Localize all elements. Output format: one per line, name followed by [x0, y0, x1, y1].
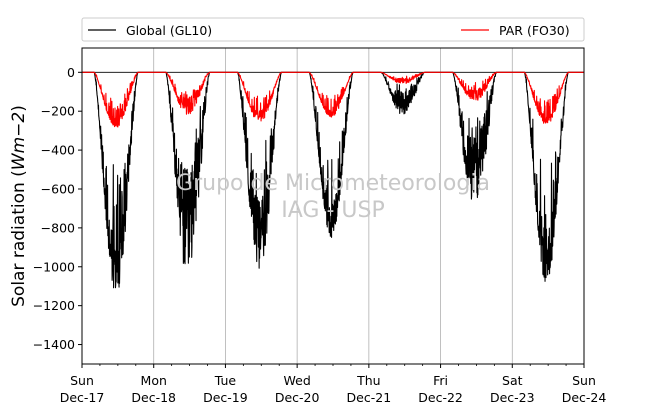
watermark-line-1: Grupo de Micrometeorologia — [176, 171, 490, 196]
y-tick-label-5: −1000 — [33, 259, 75, 274]
legend-frame — [81, 17, 585, 42]
watermark-line-2: IAG - USP — [281, 198, 384, 223]
x-tick-label-5: Fri Dec-22 — [418, 373, 463, 405]
y-tick-label-0: 0 — [67, 65, 75, 80]
grid — [153, 48, 513, 364]
x-tick-label-7: Sun Dec-24 — [562, 373, 607, 405]
y-tick-label-1: −200 — [41, 104, 75, 119]
series-line-par — [81, 71, 585, 128]
legend-label-global: Global (GL10) — [126, 23, 212, 38]
y-tick-label-2: −400 — [41, 143, 75, 158]
legend-label-par: PAR (FO30) — [499, 23, 570, 38]
x-tick-label-2: Tue Dec-19 — [203, 373, 248, 405]
x-tick-label-3: Wed Dec-20 — [275, 373, 320, 405]
series-layer — [81, 71, 585, 289]
x-axis: Sun Dec-17 Mon Dec-18 Tue Dec-19 Wed Dec-20 Thu D… — [60, 364, 607, 405]
x-tick-label-4: Thu Dec-21 — [347, 373, 392, 405]
y-tick-label-7: −1400 — [33, 337, 75, 352]
y-tick-label-3: −600 — [41, 181, 75, 196]
y-tick-label-6: −1200 — [33, 298, 75, 313]
watermark: Grupo de Micrometeorologia IAG - USP — [176, 171, 490, 223]
x-tick-label-1: Mon Dec-18 — [131, 373, 176, 405]
x-tick-label-6: Sat Dec-23 — [490, 373, 535, 405]
y-axis: 0 −200 −400 −600 −800 −1000 −1200 −1400 — [33, 65, 82, 352]
y-axis-label: Solar radiation (Wm−2) — [9, 105, 29, 307]
y-tick-label-4: −800 — [41, 220, 75, 235]
x-tick-label-0: Sun Dec-17 — [60, 373, 105, 405]
legend: Global (GL10) PAR (FO30) — [81, 17, 585, 42]
plot-area: Grupo de Micrometeorologia IAG - USP — [81, 47, 585, 365]
